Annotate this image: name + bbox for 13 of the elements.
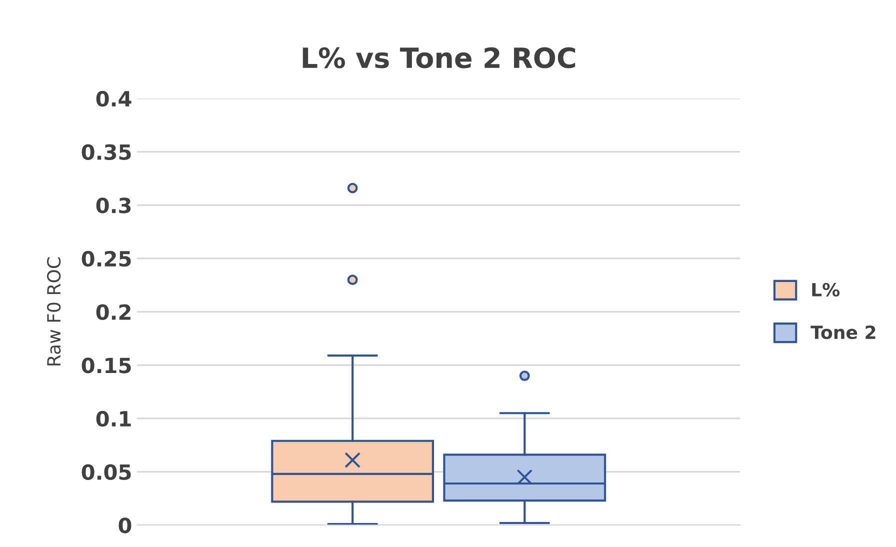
y-tick-label: 0.2 — [96, 304, 130, 320]
y-tick-label: 0.4 — [96, 90, 132, 107]
y-tick-label: 0 — [118, 518, 132, 534]
y-tick-label: 0.3 — [96, 198, 131, 214]
y-tick-label: 0.25 — [82, 250, 131, 267]
legend-label: L% — [812, 282, 840, 297]
y-axis-title: Raw F0 ROC — [47, 257, 61, 366]
y-tick-label: 0.1 — [96, 410, 131, 427]
y-tick-label: 0.35 — [82, 144, 131, 160]
legend-label: Tone 2 — [810, 325, 876, 340]
chart-title: L% vs Tone 2 ROC — [302, 47, 576, 68]
y-tick-label: 0.15 — [82, 358, 131, 374]
y-tick-label: 0.05 — [82, 464, 131, 480]
